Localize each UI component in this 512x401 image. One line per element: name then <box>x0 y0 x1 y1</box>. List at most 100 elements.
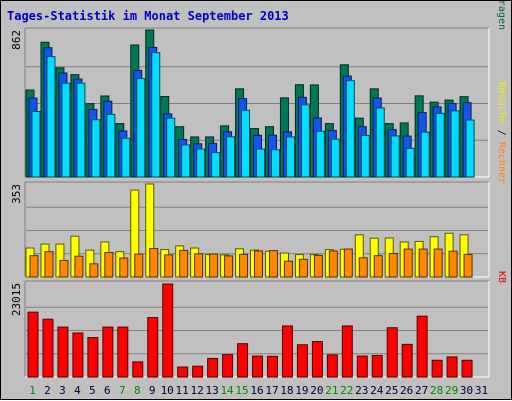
bar-kb <box>386 327 398 378</box>
bar-kb <box>87 337 99 378</box>
bar-rechner <box>164 254 174 278</box>
bar-kb <box>147 317 159 378</box>
x-tick-label: 14 <box>220 384 234 397</box>
bar-seiten <box>405 147 415 178</box>
bar-seiten <box>166 117 176 178</box>
bar-rechner <box>59 259 69 278</box>
x-tick-label: 21 <box>325 384 338 397</box>
panel-middle: 353 Besuche / Rechner <box>10 82 507 278</box>
bar-rechner <box>433 248 443 278</box>
x-tick-label: 3 <box>59 384 66 397</box>
bar-kb <box>237 343 249 378</box>
bar-seiten <box>270 149 280 178</box>
bar-rechner <box>74 255 84 278</box>
chart-title: Tages-Statistik im Monat September 2013 <box>7 9 289 23</box>
bar-rechner <box>179 249 189 278</box>
bar-seiten <box>226 136 236 178</box>
bar-kb <box>42 318 54 378</box>
bar-rechner <box>343 248 353 278</box>
x-tick-label: 26 <box>400 384 413 397</box>
bar-kb <box>416 315 428 378</box>
x-tick-label: 27 <box>415 384 428 397</box>
bar-kb <box>27 311 39 378</box>
bar-rechner <box>239 253 249 278</box>
bar-kb <box>296 344 308 378</box>
bar-seiten <box>136 77 146 178</box>
chart-panels: 862 Seiten / Dateien / Anfragen 353 Besuche… <box>10 1 507 378</box>
bar-seiten <box>181 144 191 178</box>
y-max-label: 23015 <box>10 283 23 316</box>
bar-rechner <box>373 255 383 278</box>
bar-kb <box>72 332 84 378</box>
x-tick-label: 18 <box>280 384 293 397</box>
bar-rechner <box>134 253 144 278</box>
legend-label: Seiten / Dateien / Anfragen <box>496 1 507 30</box>
bar-rechner <box>328 250 338 278</box>
bar-rechner <box>224 255 234 278</box>
bar-seiten <box>435 112 445 178</box>
bar-rechner <box>209 253 219 278</box>
bar-rechner <box>194 253 204 278</box>
bar-seiten <box>360 134 370 178</box>
x-axis: 1 2 3 4 5 6 7 8 9 10 11 12 13 14 15 16 17 18 19 20 21 22 23 24 2… <box>29 384 488 397</box>
bar-rechner <box>388 253 398 278</box>
series-seiten <box>31 52 475 178</box>
panel-bottom: 23015 KB <box>10 271 507 378</box>
legend-entry: Besuche <box>496 82 507 124</box>
bar-rechner <box>298 258 308 278</box>
series-kb <box>27 283 473 378</box>
bar-seiten <box>151 52 161 178</box>
bar-kb <box>461 359 473 378</box>
x-tick-label: 1 <box>29 384 36 397</box>
bar-seiten <box>241 109 251 178</box>
bar-kb <box>252 355 264 378</box>
bar-rechner <box>403 248 413 278</box>
x-tick-label: 29 <box>445 384 458 397</box>
bar-kb <box>222 354 234 378</box>
bar-seiten <box>256 148 266 178</box>
series-rechner <box>29 248 473 278</box>
bar-kb <box>132 361 144 378</box>
bar-seiten <box>450 110 460 178</box>
bar-rechner <box>358 257 368 278</box>
bar-kb <box>162 283 174 378</box>
bar-seiten <box>196 148 206 178</box>
x-tick-label: 17 <box>265 384 278 397</box>
bar-kb <box>446 356 458 378</box>
bar-rechner <box>119 257 129 278</box>
x-tick-label: 8 <box>134 384 141 397</box>
x-tick-label: 2 <box>44 384 51 397</box>
bar-seiten <box>46 56 56 178</box>
bar-rechner <box>29 255 39 278</box>
bar-kb <box>207 357 219 378</box>
bar-kb <box>266 355 278 378</box>
bar-seiten <box>91 119 101 178</box>
bar-kb <box>311 341 323 378</box>
bar-kb <box>431 359 443 378</box>
bar-seiten <box>211 152 221 178</box>
bar-kb <box>102 326 114 378</box>
bar-rechner <box>418 248 428 278</box>
bar-kb <box>371 354 383 378</box>
bar-rechner <box>44 251 54 278</box>
legend-entry: Rechner <box>496 142 507 184</box>
x-tick-label: 7 <box>119 384 126 397</box>
bar-kb <box>192 365 204 378</box>
bar-seiten <box>375 107 385 178</box>
bar-seiten <box>31 111 41 178</box>
legend-label: KB <box>496 271 507 283</box>
x-tick-label: 31 <box>475 384 488 397</box>
bar-rechner <box>149 248 159 278</box>
bar-seiten <box>285 136 295 178</box>
bar-seiten <box>390 135 400 178</box>
bar-kb <box>177 366 189 378</box>
x-tick-label: 30 <box>460 384 473 397</box>
x-tick-label: 4 <box>74 384 81 397</box>
legend-entry: KB <box>496 271 507 283</box>
bar-rechner <box>89 263 99 278</box>
x-tick-label: 20 <box>310 384 323 397</box>
bar-kb <box>57 326 69 378</box>
x-tick-label: 10 <box>161 384 174 397</box>
